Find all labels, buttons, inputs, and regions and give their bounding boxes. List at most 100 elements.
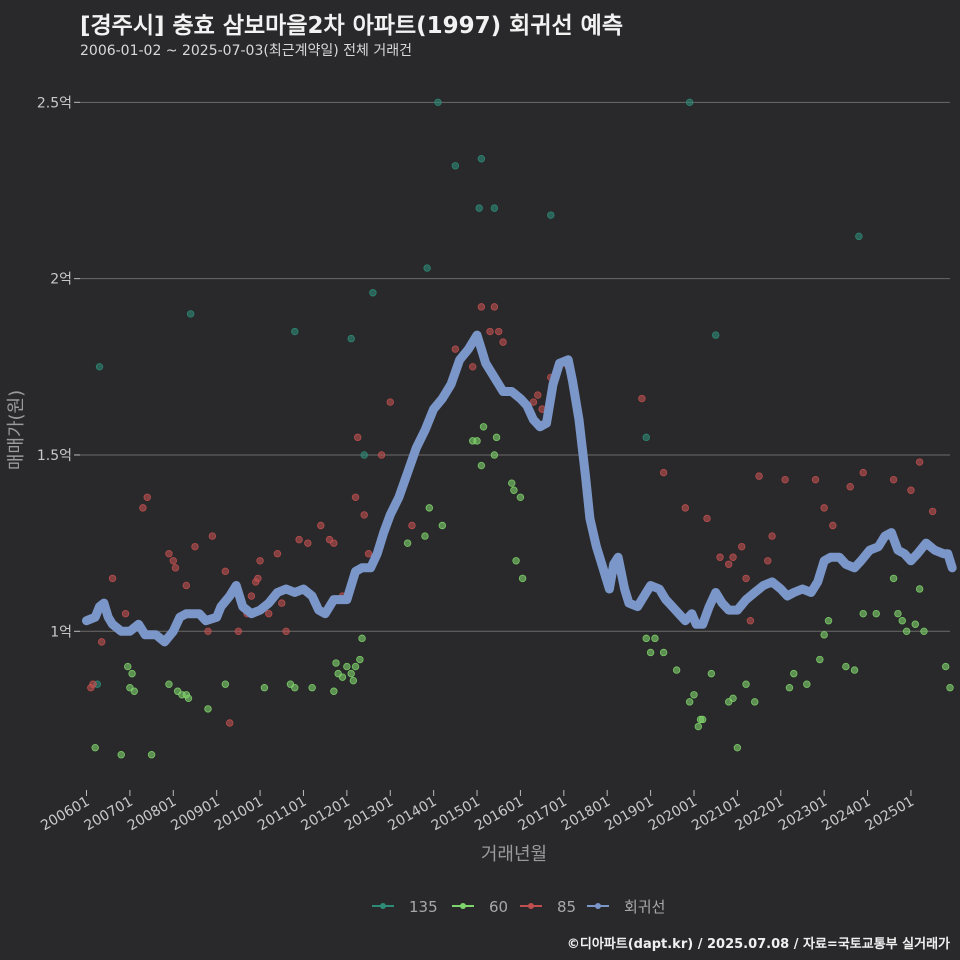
- point-135: [451, 162, 460, 170]
- point-85: [204, 627, 212, 636]
- point-85: [165, 550, 173, 558]
- point-60: [330, 687, 338, 695]
- point-60: [790, 669, 798, 678]
- x-tick-label: 200901: [168, 794, 222, 835]
- legend-label-135: 135: [409, 898, 438, 916]
- point-85: [928, 507, 937, 516]
- point-60: [642, 634, 650, 643]
- point-85: [781, 475, 789, 484]
- point-85: [351, 493, 360, 501]
- point-60: [221, 680, 230, 688]
- legend-marker-회귀선: [595, 903, 601, 909]
- point-60: [438, 521, 447, 530]
- point-135: [490, 204, 499, 212]
- x-tick-label: 201001: [212, 794, 266, 835]
- x-axis-label: 거래년월: [481, 844, 547, 865]
- point-60: [690, 691, 698, 699]
- x-tick-label: 201101: [255, 794, 309, 835]
- point-85: [486, 327, 494, 336]
- point-85: [659, 468, 668, 477]
- x-tick-label: 201301: [342, 794, 396, 835]
- point-85: [354, 433, 362, 442]
- point-60: [147, 751, 156, 759]
- point-85: [811, 475, 820, 484]
- point-60: [473, 437, 481, 445]
- chart-subtitle: 2006-01-02 ~ 2025-07-03(최근계약일) 전체 거래건: [80, 43, 412, 59]
- point-85: [529, 398, 538, 406]
- point-85: [273, 550, 282, 558]
- point-85: [477, 303, 486, 311]
- point-60: [343, 662, 351, 671]
- point-135: [477, 155, 486, 163]
- point-60: [751, 698, 759, 706]
- point-85: [89, 680, 97, 688]
- x-tick-label: 202501: [863, 794, 917, 835]
- point-85: [681, 504, 690, 512]
- x-tick-label: 202001: [646, 794, 700, 835]
- point-85: [191, 542, 199, 551]
- point-60: [915, 585, 924, 593]
- point-85: [716, 553, 724, 561]
- point-85: [490, 303, 499, 311]
- point-85: [408, 521, 416, 530]
- point-60: [349, 676, 358, 685]
- point-60: [291, 684, 299, 692]
- point-60: [694, 722, 703, 731]
- point-135: [547, 211, 555, 219]
- y-tick-label: 2.5억: [37, 95, 72, 111]
- point-60: [308, 684, 316, 692]
- point-60: [902, 627, 911, 636]
- point-60: [946, 684, 954, 692]
- point-85: [169, 557, 177, 565]
- point-85: [97, 638, 106, 646]
- point-135: [95, 363, 104, 371]
- point-60: [338, 673, 347, 681]
- grid-layer: [80, 101, 950, 632]
- point-135: [360, 451, 368, 459]
- point-60: [425, 504, 434, 512]
- point-85: [265, 609, 273, 618]
- point-60: [742, 680, 750, 688]
- point-60: [351, 662, 360, 671]
- point-60: [785, 684, 794, 692]
- point-135: [475, 204, 483, 212]
- x-tick-labels: 2006012007012008012009012010012011012012…: [38, 790, 917, 834]
- x-tick-label: 200701: [82, 794, 136, 835]
- point-85: [742, 574, 750, 583]
- x-tick-label: 202301: [776, 794, 830, 835]
- point-60: [894, 609, 902, 618]
- point-60: [872, 609, 880, 618]
- point-85: [226, 719, 234, 727]
- point-85: [182, 581, 191, 590]
- point-85: [139, 504, 147, 512]
- point-60: [518, 574, 527, 583]
- legend-label-85: 85: [557, 898, 576, 916]
- point-85: [108, 574, 117, 583]
- point-85: [907, 486, 915, 494]
- point-60: [941, 662, 950, 671]
- point-135: [711, 331, 720, 339]
- point-85: [846, 483, 854, 491]
- point-60: [91, 743, 99, 752]
- point-60: [824, 617, 833, 625]
- point-60: [492, 433, 501, 442]
- point-60: [128, 669, 136, 678]
- point-85: [247, 592, 256, 600]
- point-85: [234, 627, 243, 636]
- point-85: [495, 327, 503, 336]
- point-85: [360, 511, 368, 519]
- point-85: [725, 560, 733, 568]
- point-60: [421, 532, 429, 540]
- point-85: [703, 514, 711, 523]
- point-60: [479, 423, 488, 431]
- point-135: [434, 98, 442, 107]
- point-135: [291, 327, 299, 336]
- point-60: [260, 684, 269, 692]
- point-85: [889, 475, 898, 484]
- point-60: [403, 539, 412, 547]
- point-60: [516, 493, 525, 501]
- point-85: [729, 553, 737, 561]
- point-60: [508, 479, 516, 487]
- point-60: [842, 662, 850, 671]
- point-85: [859, 468, 867, 477]
